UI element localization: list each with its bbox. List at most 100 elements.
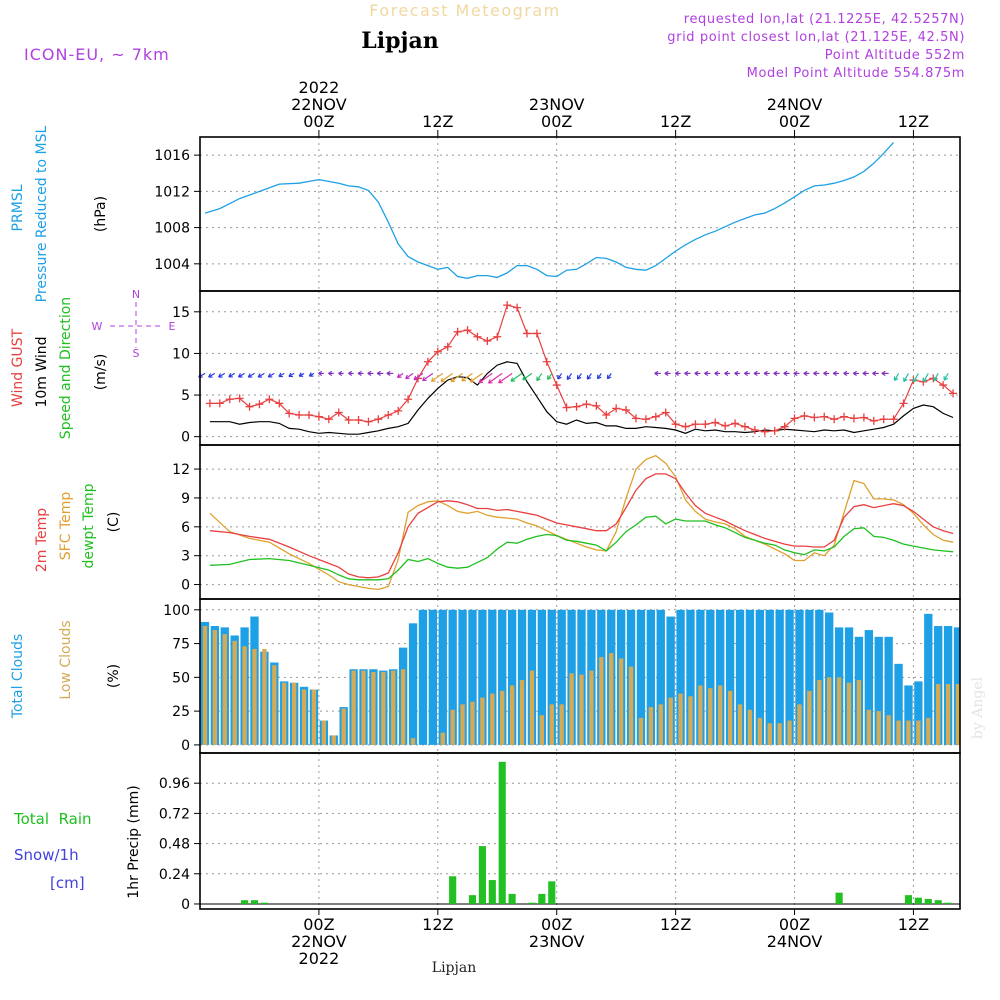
wind-arrow-head <box>872 370 877 376</box>
bottom-time-label: 12Z <box>422 915 453 934</box>
wind-arrow-head <box>881 370 886 376</box>
total-clouds-bar <box>498 609 507 745</box>
clouds-unit-label: (%) <box>106 664 122 688</box>
rain-bar <box>260 902 268 904</box>
low-clouds-bar <box>410 738 416 745</box>
clouds-ytick-label: 0 <box>181 738 190 754</box>
gust-marker <box>859 413 868 422</box>
low-clouds-bar <box>291 682 297 745</box>
low-clouds-bar <box>272 665 277 745</box>
total-clouds-bar <box>428 609 438 745</box>
low-clouds-bar <box>767 723 772 745</box>
wind-arrow-head <box>694 370 699 376</box>
wind-arrow-head <box>903 377 908 382</box>
total-clouds-bar <box>864 630 874 745</box>
temp-ytick-label: 12 <box>172 462 190 478</box>
wind-label: 10m Wind <box>34 336 50 407</box>
gust-marker <box>641 415 650 424</box>
wind-frame <box>199 290 961 446</box>
gridpoint-coordinates: grid point closest lon,lat (21.125E, 42.… <box>667 30 965 45</box>
gust-marker <box>651 412 660 421</box>
dewpt-line <box>209 515 954 581</box>
credit-watermark: by Angel <box>970 676 986 739</box>
gust-marker <box>265 395 274 404</box>
gust-line <box>209 304 954 433</box>
low-clouds-bar <box>827 677 832 745</box>
pressure-unit-label: (hPa) <box>93 196 109 232</box>
wind-arrow-head <box>522 375 527 381</box>
pressure-ytick-label: 1008 <box>154 221 190 237</box>
wind-arrow-head <box>405 374 410 380</box>
gust-marker <box>830 415 839 424</box>
bottom-time-label: 22NOV <box>291 932 347 951</box>
wind-arrow <box>922 373 929 382</box>
low-clouds-bar <box>846 682 852 745</box>
wind-arrow-head <box>461 376 466 382</box>
total-clouds-label: Total Clouds <box>10 634 26 719</box>
total-clouds-bar <box>795 609 804 745</box>
wind-gridlines <box>200 291 960 445</box>
gust-marker <box>661 408 670 417</box>
sfctemp-label: SFC Temp <box>58 492 74 561</box>
total-clouds-bar <box>418 609 428 745</box>
gust-marker <box>760 427 769 436</box>
low-clouds-bar <box>440 732 445 745</box>
wind-arrow <box>488 372 503 384</box>
low-clouds-bar <box>569 673 574 745</box>
wind-arrow-head <box>228 373 233 378</box>
pressure-ytick-label: 1016 <box>154 148 190 164</box>
gust-marker <box>899 399 908 408</box>
wind-arrow <box>257 372 265 378</box>
wind-arrow-head <box>674 370 679 376</box>
gust-marker <box>275 399 284 408</box>
gust-marker <box>483 336 492 345</box>
low-clouds-bar <box>668 697 673 745</box>
low-clouds-bar <box>470 701 475 745</box>
bottom-time-label: 00Z <box>303 915 334 934</box>
low-clouds-bar <box>400 669 406 745</box>
wind-arrow-head <box>267 373 273 378</box>
low-clouds-bar <box>678 693 683 745</box>
rain-bar <box>835 892 843 904</box>
wind-arrow-head <box>348 370 353 376</box>
gust-marker <box>433 347 442 356</box>
gust-marker <box>314 412 323 421</box>
gust-marker <box>849 414 858 423</box>
precip-ytick-label: 0.48 <box>159 837 190 853</box>
wind-unit-label: (m/s) <box>93 354 109 391</box>
pressure-ytick-label: 1012 <box>154 184 190 200</box>
gust-marker <box>780 422 789 431</box>
wind-arrow <box>238 372 245 378</box>
rain-bar <box>488 880 496 904</box>
gust-marker <box>384 411 393 420</box>
temp2m-label: 2m Temp <box>34 508 50 572</box>
gust-marker <box>324 415 333 424</box>
low-clouds-bar <box>351 670 356 745</box>
wind-arrow-head <box>396 373 402 378</box>
gust-marker <box>344 416 353 425</box>
snow-label: Snow/1h <box>14 846 79 864</box>
wind-arrow <box>933 373 939 382</box>
bottom-time-label: 12Z <box>660 915 691 934</box>
wind-arrow <box>903 373 909 382</box>
low-clouds-bar <box>936 684 941 745</box>
low-clouds-bar <box>777 723 782 745</box>
gust-marker <box>879 415 888 424</box>
wind-direction-label: Speed and Direction <box>58 297 74 439</box>
low-clouds-bar <box>232 640 237 745</box>
wind-arrow-head <box>510 377 515 382</box>
model-label: ICON-EU, ~ 7km <box>24 45 170 64</box>
total-clouds-bar <box>636 609 646 745</box>
clouds-ytick-label: 50 <box>172 670 190 686</box>
low-clouds-bar <box>658 704 663 745</box>
total-clouds-bar <box>805 609 814 745</box>
wind-arrow-head <box>318 370 323 376</box>
low-clouds-bar <box>490 693 495 745</box>
gust-marker <box>721 421 730 430</box>
precip-side-labels: Total Rain Snow/1h [cm] 1hr Precip (mm) <box>13 785 142 898</box>
wind-arrow-head <box>469 378 475 383</box>
gust-marker <box>592 401 601 410</box>
low-clouds-bar <box>519 680 525 745</box>
gust-marker <box>810 413 819 422</box>
